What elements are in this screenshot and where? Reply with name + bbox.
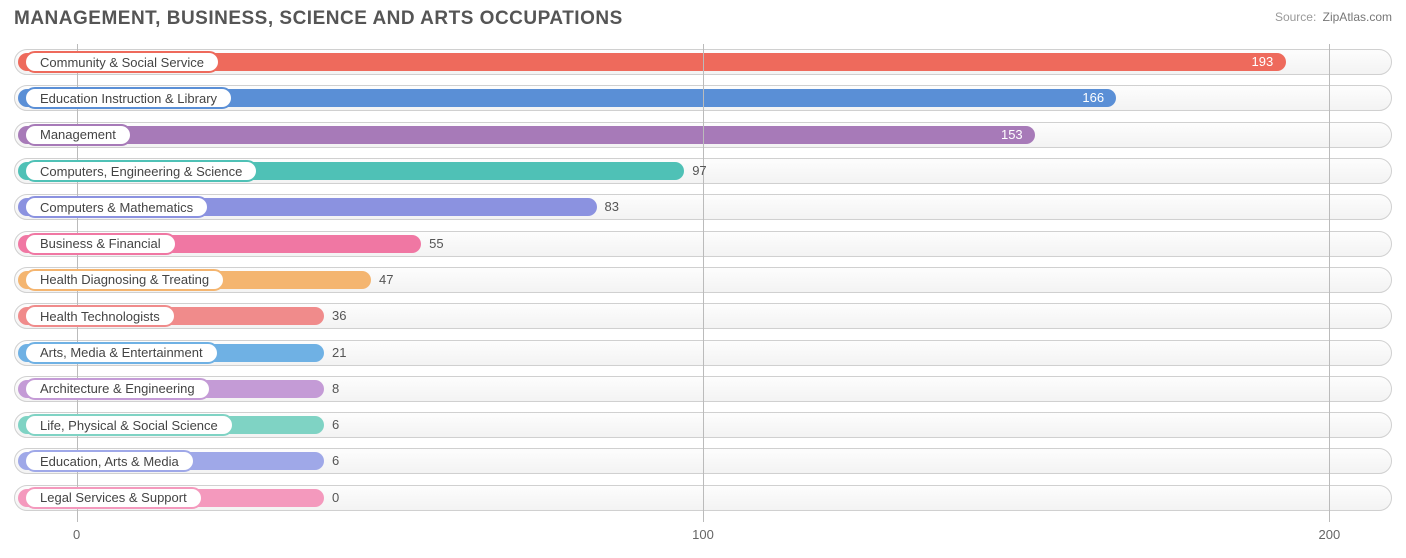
- x-tick-label: 0: [73, 527, 80, 542]
- value-label: 8: [332, 381, 339, 396]
- category-pill: Arts, Media & Entertainment: [24, 342, 219, 364]
- value-label: 21: [332, 345, 346, 360]
- value-label: 55: [429, 236, 443, 251]
- category-pill: Education, Arts & Media: [24, 450, 195, 472]
- value-label: 6: [332, 453, 339, 468]
- value-label: 193: [1252, 54, 1274, 69]
- value-label: 0: [332, 490, 339, 505]
- value-label: 83: [605, 199, 619, 214]
- category-pill: Architecture & Engineering: [24, 378, 211, 400]
- category-pill: Business & Financial: [24, 233, 177, 255]
- category-pill: Health Diagnosing & Treating: [24, 269, 225, 291]
- x-tick-label: 200: [1319, 527, 1341, 542]
- category-pill: Computers, Engineering & Science: [24, 160, 258, 182]
- category-pill: Health Technologists: [24, 305, 176, 327]
- x-tick-line: [1329, 44, 1330, 522]
- value-label: 166: [1082, 90, 1104, 105]
- category-pill: Legal Services & Support: [24, 487, 203, 509]
- value-label: 97: [692, 163, 706, 178]
- chart-area: Community & Social Service 193 Education I…: [14, 44, 1392, 548]
- x-tick-label: 100: [692, 527, 714, 542]
- category-pill: Community & Social Service: [24, 51, 220, 73]
- value-label: 47: [379, 272, 393, 287]
- value-label: 153: [1001, 127, 1023, 142]
- category-pill: Management: [24, 124, 132, 146]
- source-attribution: Source: ZipAtlas.com: [1275, 10, 1392, 24]
- x-axis: 0 100 200: [14, 516, 1392, 548]
- x-tick-line: [703, 44, 704, 522]
- source-label: Source:: [1275, 10, 1316, 24]
- chart-title: MANAGEMENT, BUSINESS, SCIENCE AND ARTS O…: [14, 8, 623, 30]
- category-pill: Education Instruction & Library: [24, 87, 233, 109]
- source-name: ZipAtlas.com: [1323, 10, 1392, 24]
- category-pill: Computers & Mathematics: [24, 196, 209, 218]
- bar: [18, 126, 1035, 144]
- value-label: 6: [332, 417, 339, 432]
- category-pill: Life, Physical & Social Science: [24, 414, 234, 436]
- value-label: 36: [332, 308, 346, 323]
